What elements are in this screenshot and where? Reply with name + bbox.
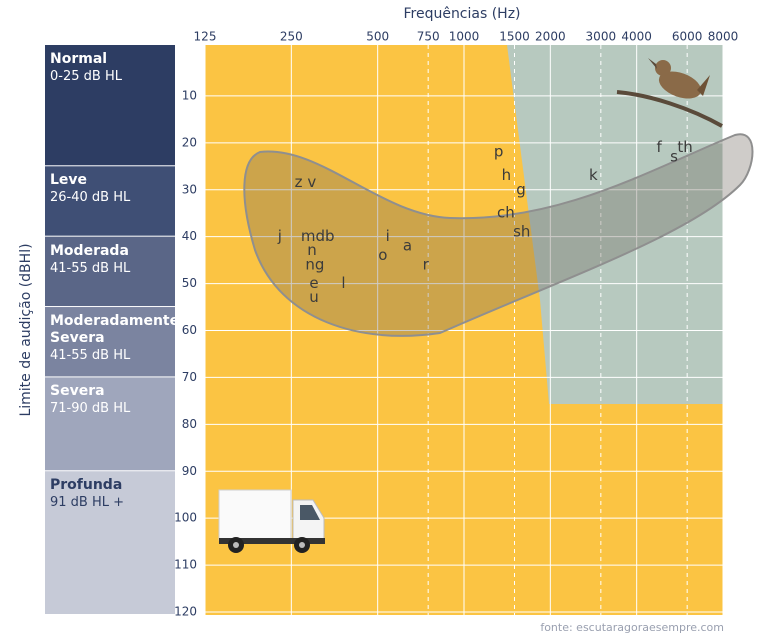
high-frequency-region [507, 45, 723, 404]
speech-sound: h [502, 166, 512, 184]
x-tick-label: 750 [417, 30, 440, 44]
speech-sound: k [589, 166, 598, 184]
x-tick-label: 250 [280, 30, 303, 44]
bird-body [658, 71, 702, 99]
truck-box [218, 489, 292, 541]
level-label: Moderada 41-55 dB HL [50, 243, 172, 277]
speech-banana [243, 133, 754, 337]
y-tick-label: 110 [174, 558, 197, 572]
x-tick-label: 3000 [586, 30, 617, 44]
level-name: Moderadamente Severa [50, 313, 180, 347]
y-axis-label: Limite de audição (dBHl) [18, 243, 34, 416]
y-tick-label: 10 [182, 88, 197, 102]
speech-sound: f [656, 138, 662, 156]
level-name: Profunda [50, 477, 123, 494]
level-label: Leve 26-40 dB HL [50, 172, 172, 206]
branch [616, 90, 723, 128]
truck-illustration [218, 489, 325, 553]
level-range: 91 dB HL + [50, 495, 125, 511]
source: fonte: escutaragoraesempre.com [540, 621, 724, 634]
speech-sound: i [386, 227, 390, 245]
level-range: 26-40 dB HL [50, 190, 131, 206]
y-tick-label: 50 [182, 276, 197, 290]
speech-sound: r [423, 255, 430, 273]
speech-sound: ch [497, 204, 515, 222]
bird-tail [697, 75, 710, 96]
y-tick-label: 120 [174, 605, 197, 619]
x-tick-label: 2000 [535, 30, 566, 44]
y-tick-label: 20 [182, 135, 197, 149]
speech-sound: th [677, 138, 692, 156]
x-axis-label: Frequências (Hz) [403, 6, 520, 22]
speech-sound: l [341, 274, 345, 292]
speech-sound: a [403, 237, 412, 255]
level-range: 71-90 dB HL [50, 401, 131, 417]
x-tick-label: 500 [366, 30, 389, 44]
y-tick-label: 70 [182, 370, 197, 384]
speech-sound: mdb [301, 227, 335, 245]
speech-sound: p [494, 143, 504, 161]
level-band [45, 45, 175, 166]
level-band [45, 236, 175, 307]
level-label: Moderadamente Severa 41-55 dB HL [50, 313, 180, 364]
speech-sound: g [516, 180, 526, 198]
level-label: Severa 71-90 dB HL [50, 383, 172, 417]
speech-sound: ng [305, 255, 324, 273]
bird-head [655, 60, 671, 76]
level-band [45, 471, 175, 614]
level-name: Normal [50, 51, 108, 67]
truck-window [300, 505, 320, 520]
speech-sound: o [378, 246, 387, 264]
x-tick-label: 8000 [708, 30, 739, 44]
truck-chassis [219, 538, 325, 544]
level-name: Severa [50, 383, 105, 400]
speech-sound: u [309, 288, 319, 306]
level-band [45, 307, 175, 377]
speech-sound: z v [295, 173, 317, 191]
y-tick-label: 100 [174, 511, 197, 525]
level-name: Leve [50, 172, 88, 189]
level-band [45, 377, 175, 471]
bird-illustration [616, 58, 723, 128]
level-label: Normal 0-25 dB HL [50, 51, 172, 85]
y-tick-label: 40 [182, 229, 197, 243]
x-tick-label: 1500 [499, 30, 530, 44]
grid [204, 45, 724, 615]
y-tick-label: 30 [182, 182, 197, 196]
truck-hub [299, 542, 305, 548]
x-tick-label: 125 [194, 30, 217, 44]
speech-sound: s [670, 147, 678, 165]
level-range: 41-55 dB HL [50, 348, 131, 364]
x-tick-label: 4000 [621, 30, 652, 44]
y-tick-label: 90 [182, 464, 197, 478]
level-range: 41-55 dB HL [50, 260, 131, 276]
bird-beak [648, 58, 657, 69]
x-tick-label: 6000 [672, 30, 703, 44]
level-label: Profunda 91 dB HL + [50, 477, 172, 511]
x-tick-label: 1000 [449, 30, 480, 44]
level-name: Moderada [50, 242, 129, 259]
y-tick-label: 80 [182, 417, 197, 431]
level-band [45, 166, 175, 236]
y-tick-label: 60 [182, 323, 197, 337]
speech-sound: j [277, 227, 282, 245]
truck-hub [233, 542, 239, 548]
speech-sound: e [309, 274, 318, 292]
speech-sound: n [307, 241, 317, 259]
speech-sound: sh [513, 222, 530, 240]
level-range: 0-25 dB HL [50, 69, 122, 84]
